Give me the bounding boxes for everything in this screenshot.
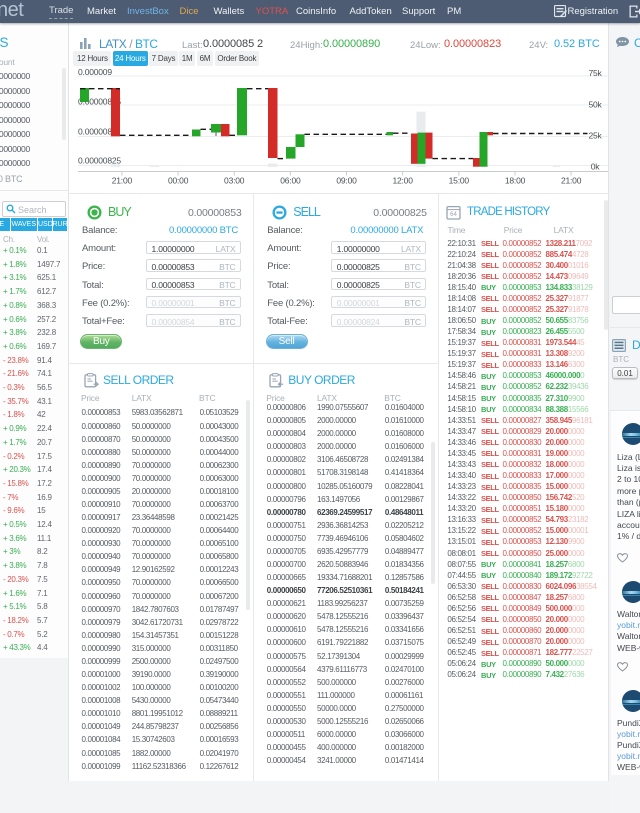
svg-text:0k: 0k — [591, 162, 601, 172]
svg-text:15:00: 15:00 — [449, 176, 470, 186]
svg-text:50k: 50k — [588, 99, 602, 109]
svg-text:75k: 75k — [588, 68, 602, 78]
svg-text:25k: 25k — [588, 131, 602, 141]
svg-text:0.00000875: 0.00000875 — [78, 97, 121, 107]
svg-text:03:00: 03:00 — [224, 176, 245, 186]
svg-text:0.000009: 0.000009 — [78, 67, 112, 77]
svg-text:09:00: 09:00 — [336, 176, 357, 186]
svg-text:18:00: 18:00 — [505, 176, 526, 186]
svg-text:06:00: 06:00 — [280, 176, 301, 186]
svg-text:21:00: 21:00 — [561, 176, 582, 186]
svg-text:64: 64 — [450, 212, 457, 218]
svg-text:12:00: 12:00 — [392, 176, 413, 186]
svg-text:00:00: 00:00 — [168, 176, 189, 186]
svg-text:0.00000825: 0.00000825 — [78, 156, 121, 166]
svg-text:21:00: 21:00 — [112, 176, 133, 186]
svg-text:0.0000085: 0.0000085 — [78, 127, 117, 137]
